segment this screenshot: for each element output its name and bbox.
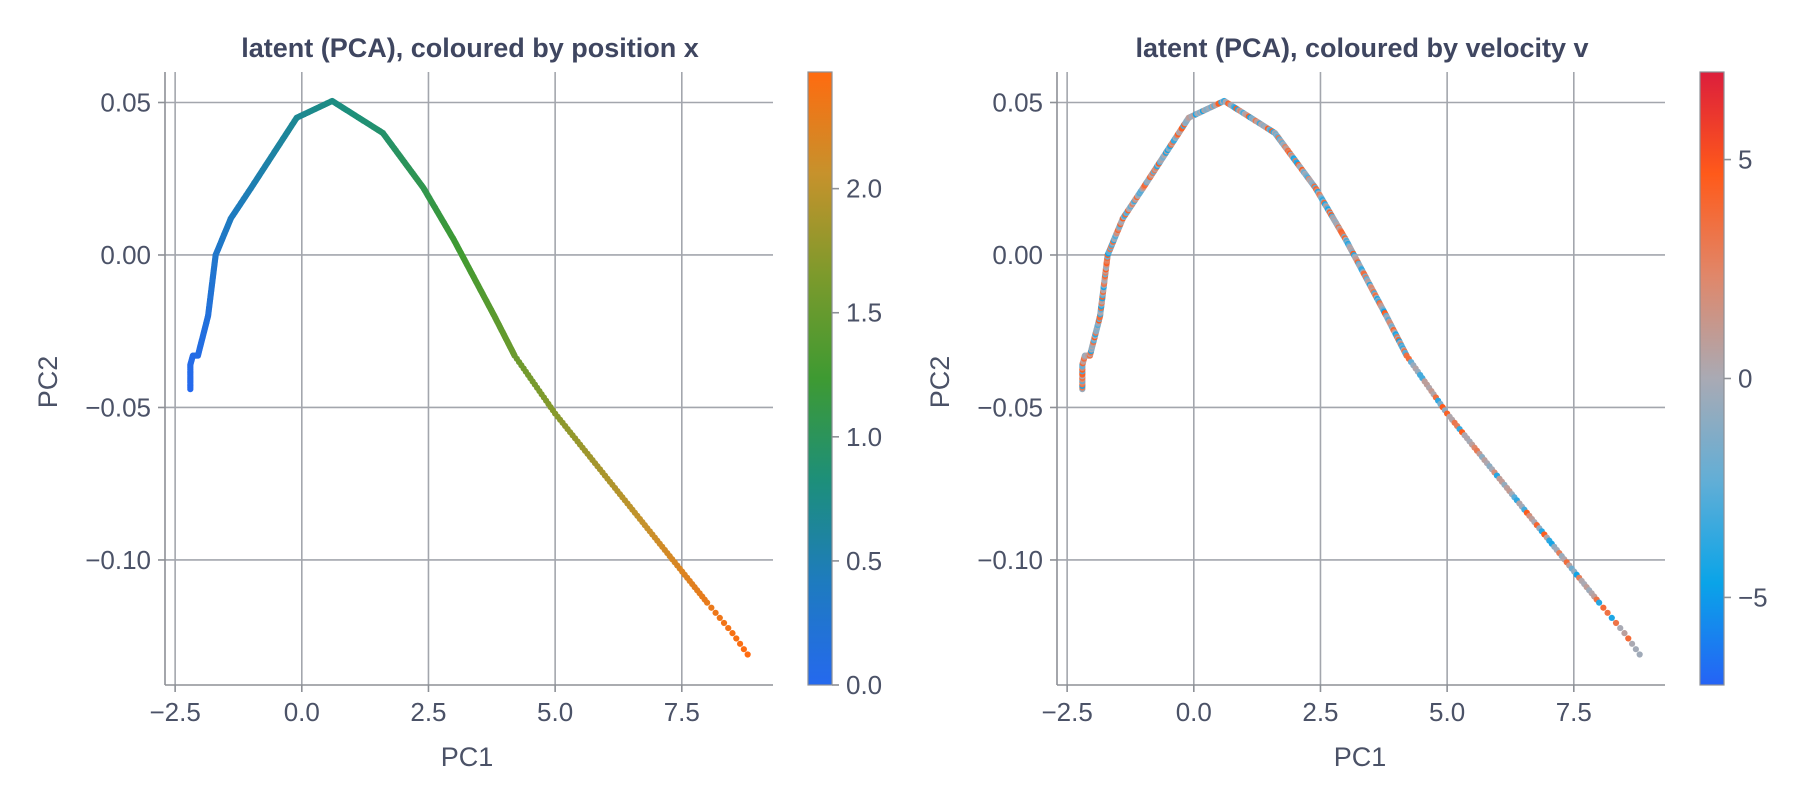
- chart-title: latent (PCA), coloured by velocity v: [1135, 33, 1588, 63]
- x-tick-label: 5.0: [537, 697, 573, 727]
- colorbar-tick-label: 1.5: [846, 298, 882, 328]
- y-tick-label: −0.10: [85, 545, 151, 575]
- x-tick-label: 0.0: [284, 697, 320, 727]
- scatter-point: [1621, 630, 1628, 637]
- x-tick-label: 2.5: [410, 697, 446, 727]
- colorbar-tick-label: 0: [1738, 364, 1752, 394]
- scatter-points: [1079, 97, 1643, 658]
- colorbar-tick-label: 1.0: [846, 422, 882, 452]
- chart-position: latent (PCA), coloured by position x −2.…: [33, 33, 882, 772]
- scatter-point: [1632, 646, 1639, 653]
- y-tick-label: −0.10: [977, 545, 1043, 575]
- y-tick-label: 0.05: [992, 87, 1043, 117]
- x-tick-label: 5.0: [1429, 697, 1465, 727]
- scatter-point: [1636, 651, 1643, 658]
- y-axis-label: PC2: [33, 356, 63, 409]
- y-tick-label: 0.00: [992, 240, 1043, 270]
- chart-title: latent (PCA), coloured by position x: [241, 33, 699, 63]
- colorbar-tick-label: 2.0: [846, 174, 882, 204]
- scatter-point: [1608, 614, 1615, 622]
- x-axis-label: PC1: [1334, 742, 1387, 772]
- x-tick-label: −2.5: [149, 697, 200, 727]
- scatter-point: [744, 651, 751, 658]
- y-axis-label: PC2: [925, 356, 955, 409]
- y-tick-label: −0.05: [977, 392, 1043, 422]
- colorbar: 0.0 0.5 1.0 1.5 2.0: [807, 71, 882, 700]
- scatter-point: [1604, 609, 1611, 616]
- scatter-point: [1628, 640, 1636, 647]
- scatter-points: [187, 97, 751, 658]
- x-tick-label: −2.5: [1041, 697, 1092, 727]
- colorbar-gradient: [1699, 71, 1725, 686]
- scatter-point: [716, 614, 723, 622]
- x-tick-label: 7.5: [664, 697, 700, 727]
- scatter-point: [729, 630, 736, 637]
- colorbar-tick-label: 0.5: [846, 546, 882, 576]
- scatter-point: [1600, 604, 1607, 611]
- colorbar: 5 0 −5: [1699, 71, 1768, 686]
- scatter-point: [725, 624, 732, 632]
- scatter-point: [708, 604, 715, 611]
- y-tick-label: 0.05: [100, 87, 151, 117]
- scatter-point: [740, 646, 747, 653]
- x-tick-label: 2.5: [1302, 697, 1338, 727]
- scatter-point: [733, 635, 740, 642]
- scatter-point: [720, 619, 728, 627]
- scatter-point: [1612, 619, 1620, 627]
- scatter-point: [736, 640, 744, 647]
- colorbar-tick-label: 5: [1738, 145, 1752, 175]
- colorbar-tick-label: −5: [1738, 582, 1768, 612]
- x-tick-label: 0.0: [1176, 697, 1212, 727]
- x-axis-label: PC1: [441, 742, 494, 772]
- chart-velocity: latent (PCA), coloured by velocity v −2.…: [925, 33, 1768, 772]
- colorbar-tick-label: 0.0: [846, 670, 882, 700]
- scatter-point: [1596, 599, 1603, 606]
- y-tick-label: −0.05: [85, 392, 151, 422]
- colorbar-gradient: [807, 71, 833, 686]
- y-tick-label: 0.00: [100, 240, 151, 270]
- scatter-point: [712, 609, 719, 616]
- scatter-point: [704, 599, 711, 606]
- scatter-point: [1625, 635, 1632, 642]
- x-tick-label: 7.5: [1556, 697, 1592, 727]
- scatter-point: [1617, 624, 1624, 632]
